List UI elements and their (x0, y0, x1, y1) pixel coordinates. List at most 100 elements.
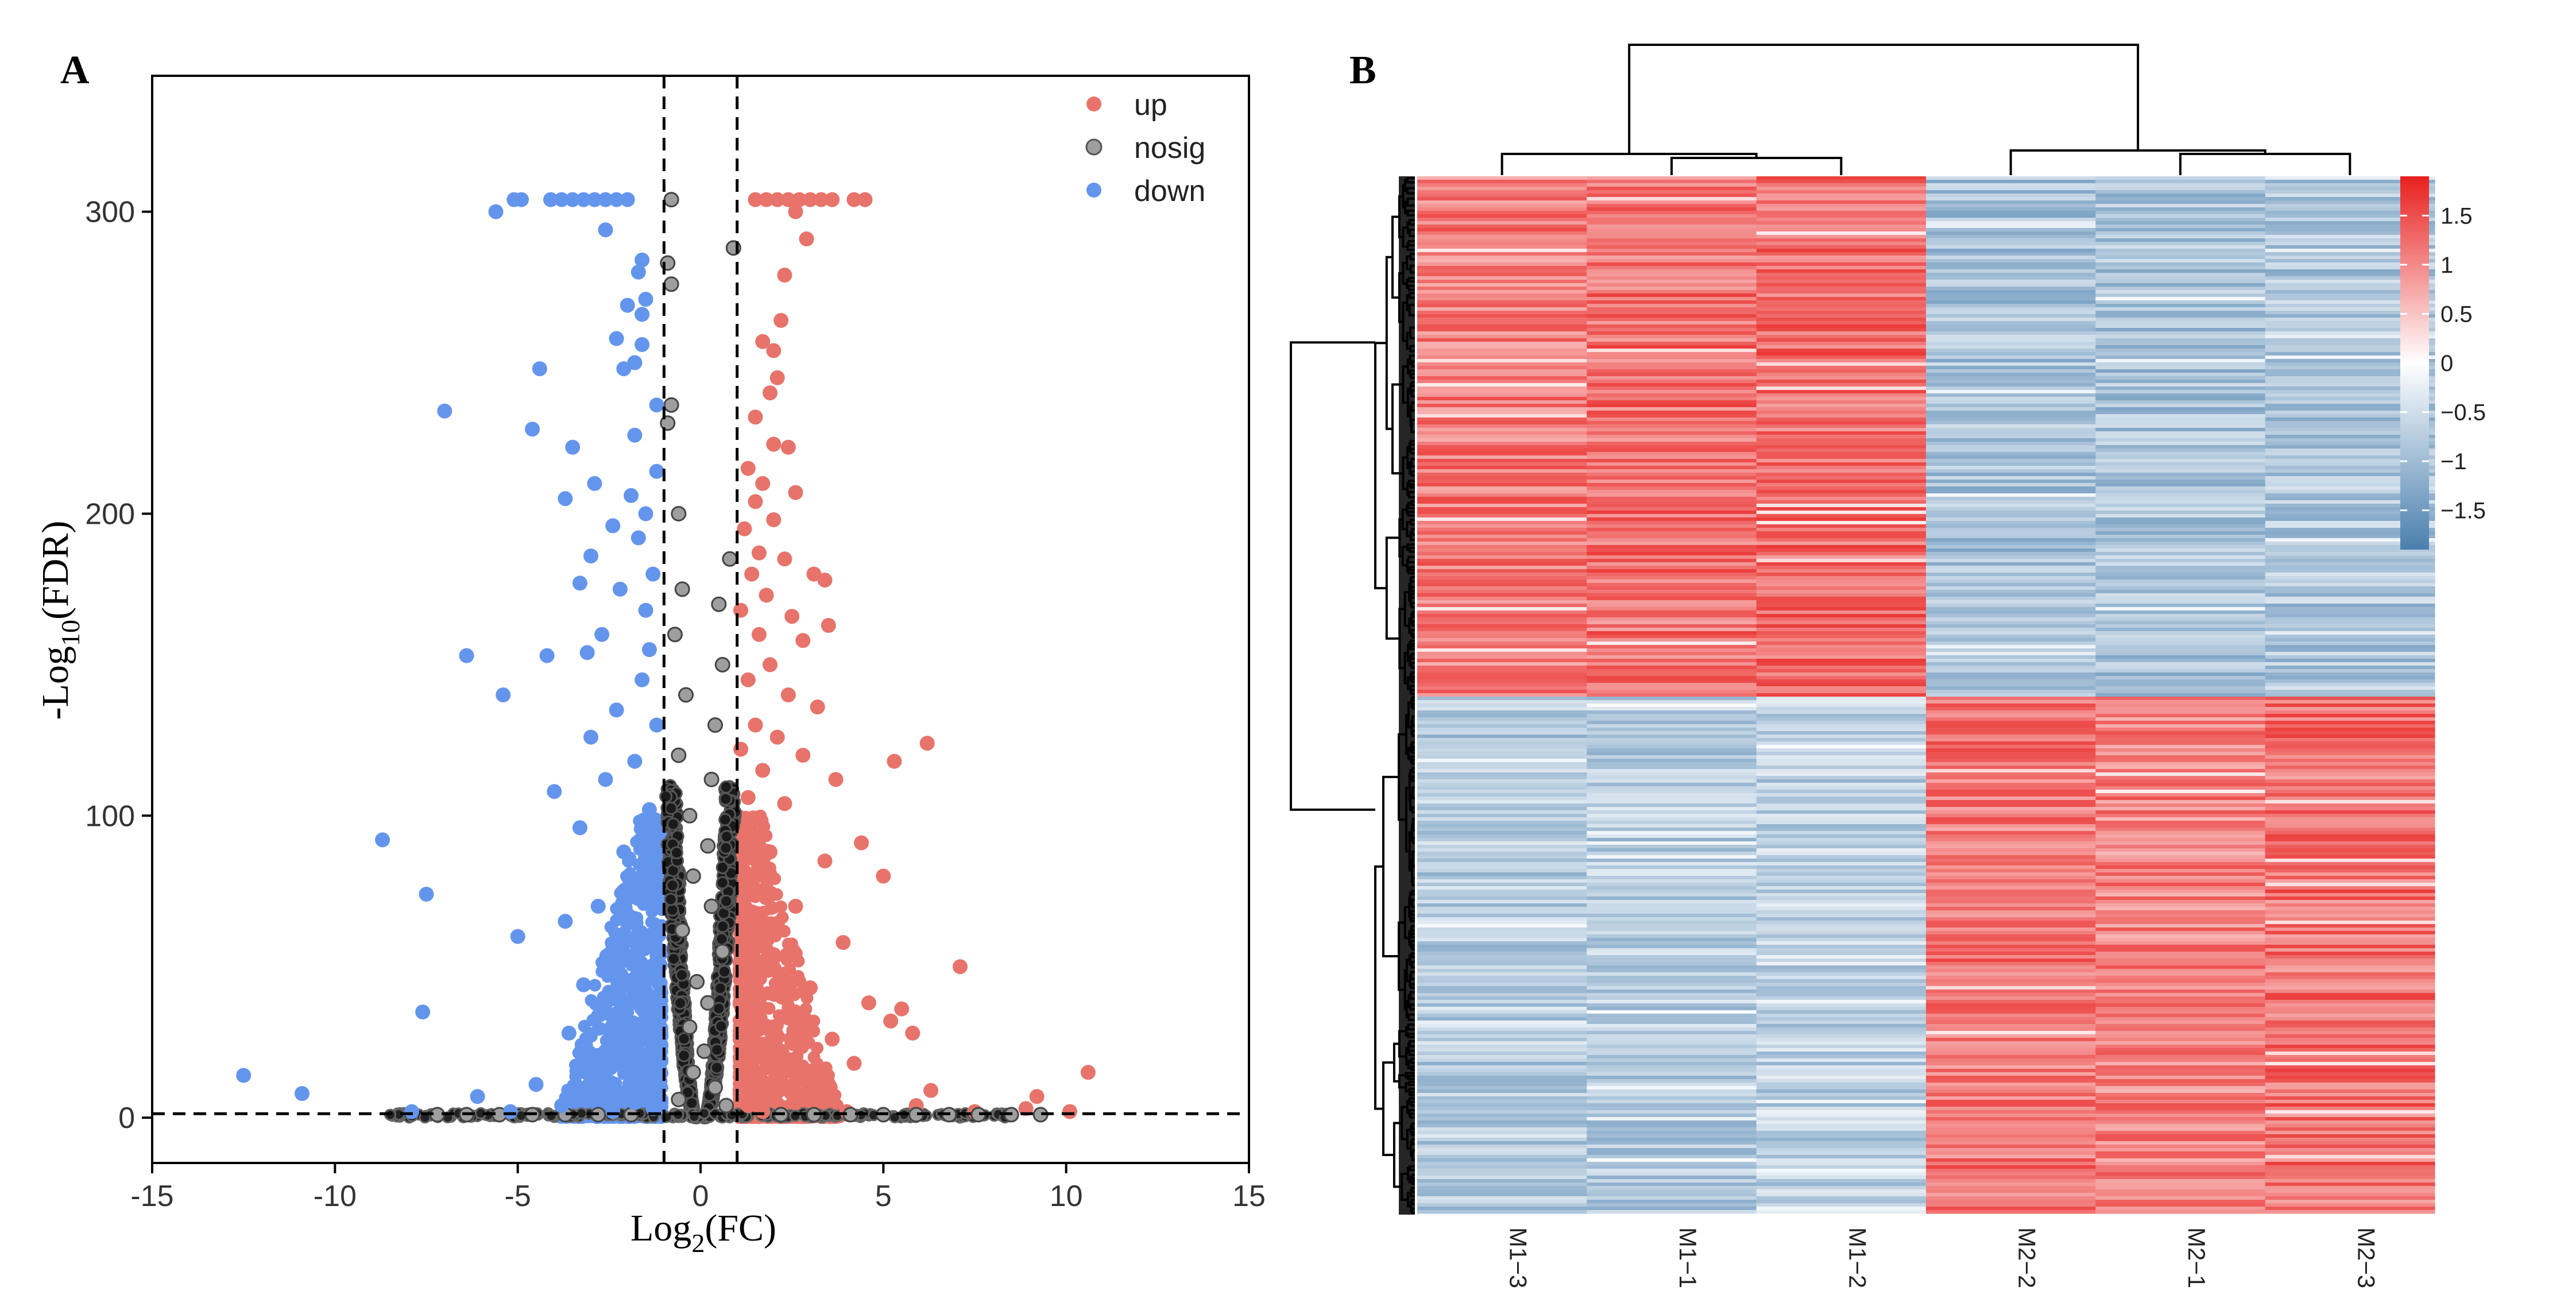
heatmap-cell (1587, 845, 1757, 849)
scatter-point (635, 307, 650, 322)
heatmap-cell (1417, 938, 1587, 942)
heatmap-cell (1417, 707, 1587, 711)
heatmap-cell (1756, 359, 1927, 363)
heatmap-cell (1756, 235, 1927, 239)
heatmap-cell (1417, 934, 1587, 938)
heatmap-cell (1756, 318, 1927, 322)
scatter-point (846, 1056, 862, 1071)
heatmap-cell (1587, 679, 1757, 683)
heatmap-cell (1587, 194, 1757, 198)
heatmap-cell (1587, 511, 1757, 515)
scatter-point (525, 422, 540, 437)
heatmap-cell (1756, 324, 1927, 328)
scatter-point (664, 801, 678, 815)
heatmap-cell (1756, 1207, 1927, 1211)
heatmap-cell (1756, 752, 1927, 756)
heatmap-cell (1926, 211, 2096, 215)
heatmap-cell (1417, 769, 1587, 773)
heatmap-cell (1587, 455, 1757, 459)
scatter-point (470, 1089, 485, 1104)
heatmap-cell (1587, 673, 1757, 677)
heatmap-cell (1587, 717, 1757, 721)
scatter-point (770, 888, 783, 901)
scatter-point (685, 1096, 699, 1110)
heatmap-cell (1756, 673, 1927, 677)
heatmap-cell (1417, 287, 1587, 291)
heatmap-cell (1417, 1062, 1587, 1066)
heatmap-cell (1756, 710, 1927, 714)
scatter-point (649, 463, 664, 479)
heatmap-cell (1417, 883, 1587, 887)
scatter-point (755, 1104, 771, 1119)
heatmap-cell (1417, 1189, 1587, 1193)
heatmap-cell (1587, 438, 1757, 442)
heatmap-cell (1756, 755, 1927, 759)
scatter-point (652, 1056, 666, 1069)
scatter-point (579, 645, 595, 660)
heatmap-cell (1417, 411, 1587, 415)
heatmap-cell (1417, 610, 1587, 615)
heatmap-cell (1756, 249, 1927, 253)
heatmap-cell (1756, 521, 1927, 525)
scatter-point (558, 491, 573, 507)
scatter-point (659, 790, 673, 803)
scatter-point (780, 687, 796, 702)
heatmap-cell (1417, 741, 1587, 745)
heatmap-cell (1417, 700, 1587, 704)
scatter-point (674, 922, 690, 938)
scatter-point (777, 796, 792, 811)
heatmap-cell (1417, 1052, 1587, 1056)
scatter-point (825, 1031, 840, 1047)
heatmap-cell (1756, 1158, 1927, 1162)
heatmap-cell (1756, 941, 1927, 945)
heatmap-cell (1756, 655, 1927, 659)
scatter-point (744, 1019, 760, 1035)
heatmap-cell (1587, 311, 1757, 315)
heatmap-cell (1587, 862, 1757, 866)
heatmap-cell (1417, 800, 1587, 804)
heatmap-cell (1756, 252, 1927, 256)
heatmap-cell (1756, 200, 1927, 204)
heatmap-cell (1756, 331, 1927, 335)
dendrogram-branch (1382, 775, 1399, 957)
heatmap-cell (1587, 383, 1757, 387)
heatmap-cell (1756, 690, 1927, 694)
heatmap-cell (1417, 1034, 1587, 1038)
heatmap-cell (1587, 1076, 1757, 1080)
heatmap-cell (1587, 1127, 1757, 1131)
scatter-point (638, 1074, 653, 1089)
heatmap-cell (1417, 1055, 1587, 1059)
heatmap-cell (1417, 538, 1587, 542)
heatmap-cell (1756, 1138, 1927, 1142)
x-tick-label: -10 (314, 1180, 357, 1213)
scatter-point (620, 995, 635, 1011)
heatmap-cell (1417, 655, 1587, 659)
heatmap-cell (1417, 1176, 1587, 1180)
scatter-point (766, 1041, 782, 1056)
heatmap-cell (1756, 266, 1927, 270)
scatter-point (624, 488, 639, 503)
heatmap-cell (1756, 693, 1927, 697)
heatmap-cell (1587, 269, 1757, 273)
scatter-point (650, 1084, 663, 1097)
heatmap-cell (1417, 869, 1587, 873)
heatmap-cell (1587, 1131, 1757, 1135)
heatmap-cell (1417, 376, 1587, 380)
heatmap-cell (1417, 490, 1587, 494)
heatmap-cell (1417, 635, 1587, 639)
legend-down-label: down (1134, 175, 1205, 208)
scatter-point (613, 1022, 626, 1035)
heatmap-cell (1417, 1027, 1587, 1031)
heatmap-cell (1417, 1141, 1587, 1145)
heatmap-cell (1756, 714, 1927, 718)
heatmap-cell (1926, 187, 2096, 191)
heatmap-cell (1417, 383, 1587, 387)
heatmap-cell (1417, 728, 1587, 732)
heatmap-cell (1417, 1096, 1587, 1100)
heatmap-cell (1417, 662, 1587, 666)
heatmap-cell (1756, 1017, 1927, 1021)
heatmap-cell (1756, 238, 1927, 242)
heatmap-cell (1587, 972, 1757, 976)
scatter-point (789, 1110, 802, 1122)
heatmap-cell (1926, 197, 2096, 201)
